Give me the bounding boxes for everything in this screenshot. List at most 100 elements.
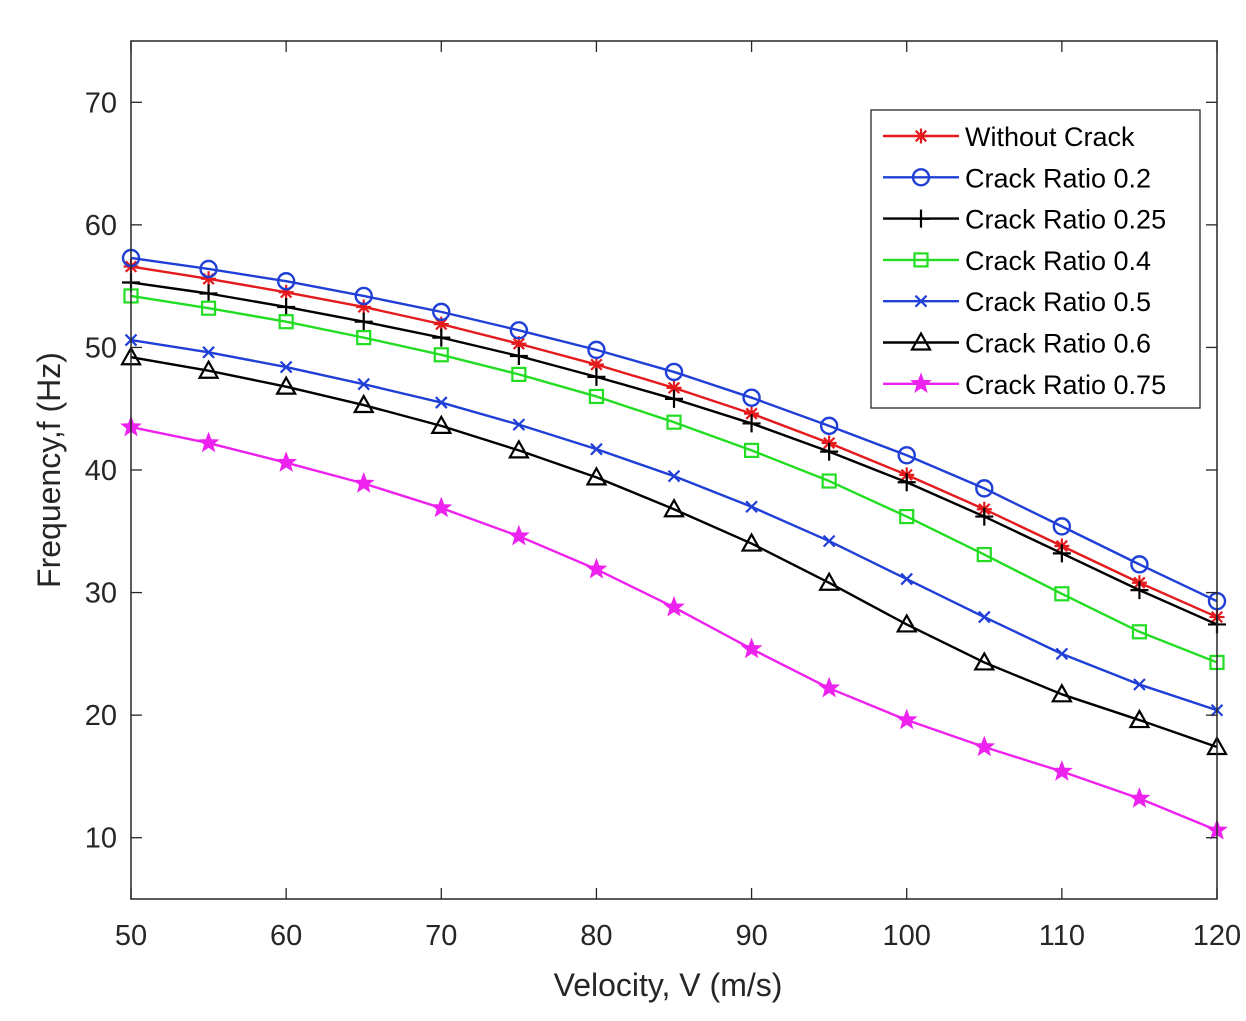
series-7 <box>120 415 1228 840</box>
x-tick-label-4: 80 <box>580 920 612 952</box>
data-point-s7-5 <box>430 496 453 518</box>
x-tick-label-8: 120 <box>1193 920 1241 952</box>
data-point-s6-4 <box>352 393 375 414</box>
data-point-s7-7 <box>585 557 608 579</box>
legend-item-7: Crack Ratio 0.75 <box>883 370 1166 400</box>
data-point-s3-3 <box>277 297 296 316</box>
data-point-s4-5 <box>433 347 449 363</box>
data-point-s5-2 <box>202 346 215 359</box>
data-point-s7-11 <box>895 708 918 730</box>
data-point-s7-12 <box>973 735 996 757</box>
legend-marker-4 <box>913 252 929 268</box>
data-point-s4-4 <box>356 330 372 346</box>
data-point-s2-5 <box>432 302 451 322</box>
x-tick-label-5: 90 <box>735 920 767 952</box>
data-point-s1-7 <box>588 357 604 373</box>
data-point-s1-4 <box>356 299 372 315</box>
legend-marker-7 <box>910 372 932 394</box>
data-point-s1-3 <box>278 284 294 300</box>
y-tick-label-7: 70 <box>85 87 117 119</box>
y-tick-label-1: 10 <box>85 823 117 855</box>
legend-label-7: Crack Ratio 0.75 <box>965 370 1166 400</box>
legend-label-3: Crack Ratio 0.25 <box>965 205 1166 235</box>
data-point-s5-12 <box>978 610 991 624</box>
legend-label-1: Without Crack <box>965 122 1135 152</box>
data-point-s6-7 <box>585 466 608 486</box>
data-point-s7-10 <box>818 676 841 698</box>
data-point-s6-12 <box>973 651 996 671</box>
data-point-s5-8 <box>667 469 681 483</box>
data-point-s3-4 <box>354 312 373 331</box>
data-point-s4-12 <box>976 546 992 563</box>
legend-item-1: Without Crack <box>883 122 1135 152</box>
data-point-s2-14 <box>1130 555 1149 574</box>
axes-layer: 50 60 70 80 90 100 110 120 10 20 30 40 50 60 70 <box>85 40 1241 952</box>
data-point-s3-7 <box>587 367 606 386</box>
data-point-s5-11 <box>900 572 913 586</box>
legend-item-6: Crack Ratio 0.6 <box>883 329 1151 359</box>
x-tick-label-1: 50 <box>115 920 147 952</box>
data-point-s6-5 <box>430 414 453 434</box>
data-point-s1-6 <box>511 336 527 352</box>
data-point-s4-8 <box>666 414 682 430</box>
data-point-s4-14 <box>1131 624 1148 640</box>
y-tick-label-2: 20 <box>85 700 117 732</box>
data-point-s5-4 <box>357 377 370 391</box>
data-point-s3-14 <box>1130 581 1149 600</box>
data-point-s6-14 <box>1128 708 1151 729</box>
data-point-s5-6 <box>512 418 526 431</box>
legend: Without Crack Crack Ratio 0.2 Crack Ratio … <box>870 109 1201 409</box>
data-point-s4-9 <box>743 442 760 458</box>
legend-marker-2 <box>911 168 931 187</box>
legend-label-6: Crack Ratio 0.6 <box>965 329 1151 359</box>
data-point-s2-7 <box>587 340 606 360</box>
data-point-s5-3 <box>279 360 293 374</box>
data-point-s3-5 <box>432 328 451 347</box>
x-axis-label: Velocity, V (m/s) <box>554 967 783 1003</box>
data-point-s6-3 <box>275 375 298 395</box>
data-point-s3-8 <box>665 389 683 408</box>
series-line-6 <box>130 356 1218 749</box>
x-tick-label-3: 70 <box>425 920 457 952</box>
series-4 <box>123 288 1225 671</box>
data-point-s7-14 <box>1128 787 1151 808</box>
series-line-4 <box>130 294 1218 664</box>
data-point-s2-4 <box>354 286 373 306</box>
data-point-s6-13 <box>1050 683 1073 703</box>
legend-item-2: Crack Ratio 0.2 <box>883 163 1151 193</box>
data-point-s4-7 <box>588 388 605 405</box>
data-point-s3-11 <box>897 473 916 492</box>
data-point-s3-6 <box>509 347 528 366</box>
data-point-s4-6 <box>511 366 527 382</box>
data-point-s5-14 <box>1133 678 1146 691</box>
data-point-s2-10 <box>819 416 839 436</box>
data-point-s6-11 <box>895 613 918 633</box>
data-point-s6-2 <box>197 359 220 379</box>
legend-marker-6 <box>910 331 932 351</box>
legend-item-4: Crack Ratio 0.4 <box>883 246 1151 276</box>
data-point-s5-10 <box>822 534 836 548</box>
y-tick-label-5: 50 <box>85 332 117 364</box>
data-point-s6-8 <box>663 497 685 518</box>
data-point-s6-6 <box>507 439 530 459</box>
y-tick-label-3: 30 <box>85 578 117 610</box>
data-point-s1-5 <box>433 316 449 332</box>
legend-label-5: Crack Ratio 0.5 <box>965 287 1151 317</box>
data-point-s7-6 <box>507 524 530 546</box>
legend-marker-5 <box>914 294 928 308</box>
legend-label-4: Crack Ratio 0.4 <box>965 246 1151 276</box>
data-point-s5-9 <box>745 500 758 514</box>
data-point-s2-11 <box>897 446 916 465</box>
data-point-s3-10 <box>820 442 839 461</box>
data-point-s2-9 <box>742 388 761 407</box>
x-tick-label-7: 110 <box>1039 920 1085 952</box>
data-point-s4-3 <box>278 314 294 330</box>
data-point-s7-3 <box>275 451 298 472</box>
data-point-s1-9 <box>744 406 760 422</box>
data-point-s5-13 <box>1055 647 1069 661</box>
data-point-s4-13 <box>1054 586 1070 602</box>
data-point-s7-2 <box>197 431 220 453</box>
data-point-s2-2 <box>199 259 218 279</box>
